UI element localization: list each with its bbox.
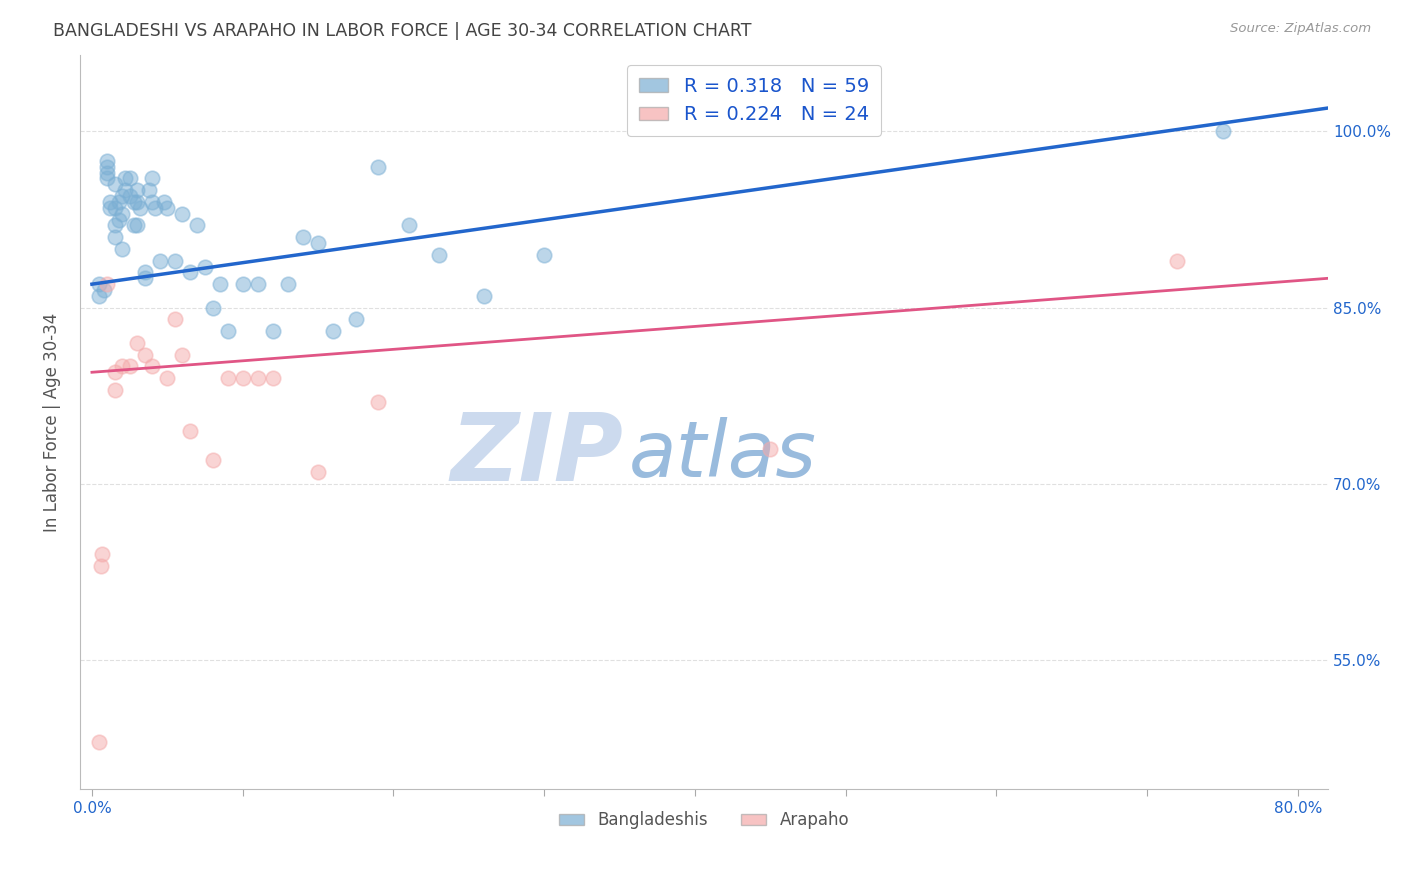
Point (98, 194, 121, 209)
Point (307, 465, 329, 479)
Point (156, 371, 179, 385)
Point (141, 171, 163, 186)
Text: BANGLADESHI VS ARAPAHO IN LABOR FORCE | AGE 30-34 CORRELATION CHART: BANGLADESHI VS ARAPAHO IN LABOR FORCE | … (53, 22, 752, 40)
Point (91, 547, 114, 561)
Legend: Bangladeshis, Arapaho: Bangladeshis, Arapaho (553, 805, 856, 836)
Point (472, 289, 495, 303)
Point (134, 265, 156, 279)
Point (96, 165, 118, 179)
Point (533, 248, 555, 262)
Point (103, 365, 125, 379)
Point (96, 171, 118, 186)
Point (172, 348, 194, 362)
Point (209, 277, 232, 292)
Point (103, 219, 125, 233)
Point (277, 277, 299, 292)
Point (96, 277, 118, 292)
Point (367, 394, 389, 409)
Point (108, 194, 131, 209)
Y-axis label: In Labor Force | Age 30-34: In Labor Force | Age 30-34 (44, 312, 60, 532)
Point (111, 207, 134, 221)
Point (262, 324, 284, 338)
Point (134, 271, 156, 285)
Text: Source: ZipAtlas.com: Source: ZipAtlas.com (1230, 22, 1371, 36)
Point (186, 219, 208, 233)
Point (118, 171, 141, 186)
Point (108, 212, 131, 227)
Point (201, 453, 224, 467)
Point (111, 242, 134, 256)
Point (127, 335, 149, 350)
Point (163, 253, 186, 268)
Point (89, 277, 111, 292)
Point (194, 260, 217, 274)
Point (127, 194, 149, 209)
Point (262, 371, 284, 385)
Point (134, 348, 156, 362)
Point (93, 283, 115, 297)
Point (1166, 253, 1188, 268)
Point (149, 253, 172, 268)
Point (111, 359, 134, 374)
Point (344, 312, 367, 326)
Point (172, 207, 194, 221)
Point (90, 559, 112, 574)
Point (246, 277, 269, 292)
Point (307, 235, 329, 250)
Point (217, 324, 239, 338)
Point (89, 289, 111, 303)
Point (122, 219, 145, 233)
Point (156, 201, 179, 215)
Point (143, 201, 166, 215)
Point (179, 424, 201, 438)
Point (114, 183, 136, 197)
Point (179, 265, 201, 279)
Point (1212, 124, 1234, 138)
Point (127, 183, 149, 197)
Point (118, 189, 141, 203)
Point (217, 371, 239, 385)
Point (114, 171, 136, 186)
Point (367, 160, 389, 174)
Point (103, 230, 125, 244)
Point (118, 359, 141, 374)
Point (103, 383, 125, 397)
Point (122, 194, 145, 209)
Point (398, 219, 420, 233)
Point (103, 178, 125, 192)
Point (291, 230, 314, 244)
Point (111, 189, 134, 203)
Point (96, 153, 118, 168)
Point (103, 201, 125, 215)
Point (141, 194, 163, 209)
Point (246, 371, 269, 385)
Point (96, 160, 118, 174)
Point (232, 371, 254, 385)
Text: atlas: atlas (628, 417, 817, 493)
Point (322, 324, 344, 338)
Point (201, 301, 224, 315)
Text: ZIP: ZIP (450, 409, 623, 501)
Point (138, 183, 160, 197)
Point (141, 359, 163, 374)
Point (759, 442, 782, 456)
Point (129, 201, 152, 215)
Point (89, 735, 111, 749)
Point (232, 277, 254, 292)
Point (153, 194, 176, 209)
Point (163, 312, 186, 326)
Point (98, 201, 121, 215)
Point (127, 219, 149, 233)
Point (427, 248, 450, 262)
